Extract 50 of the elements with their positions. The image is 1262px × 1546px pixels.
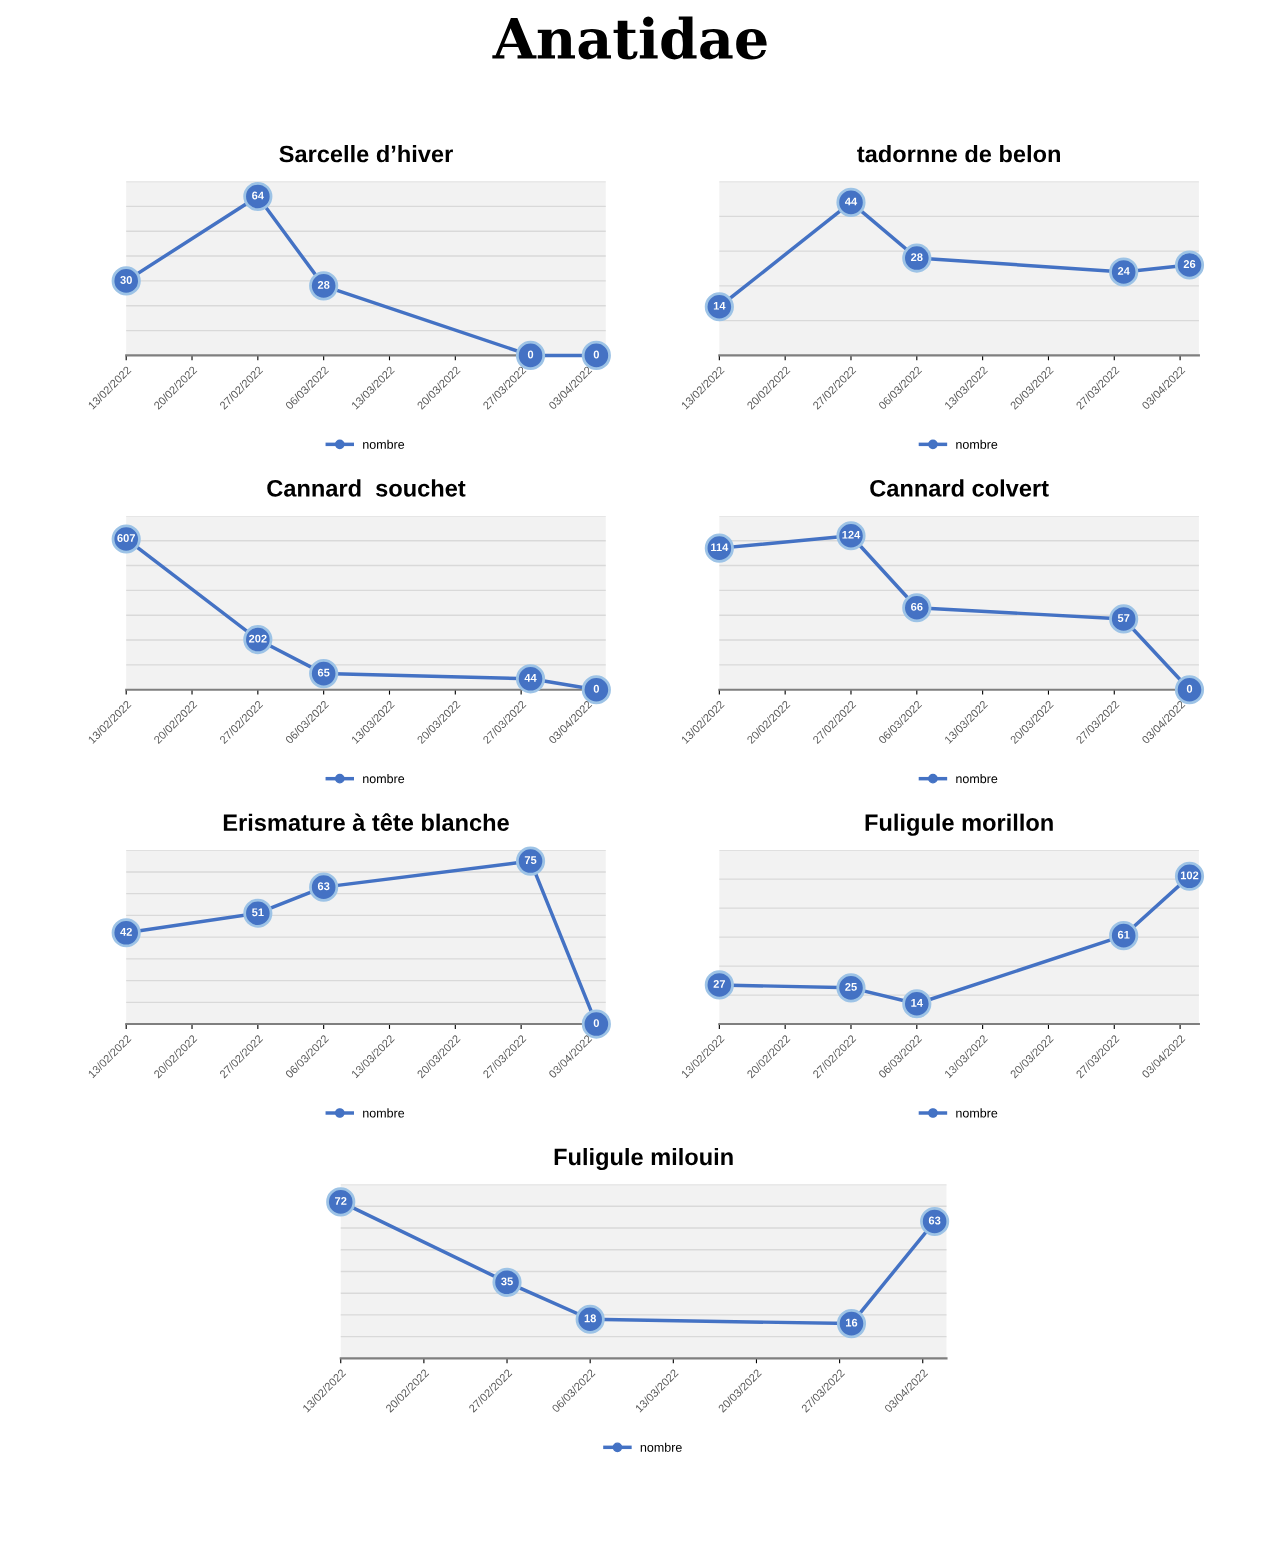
text: Anatidae — [492, 16, 767, 60]
data-label: 0 — [1186, 684, 1193, 693]
data-label: 202 — [248, 634, 267, 643]
data-label: 64 — [252, 191, 264, 200]
legend-label: nombre — [956, 773, 998, 784]
data-label: 26 — [1183, 260, 1196, 268]
data-label: 63 — [928, 1216, 941, 1225]
data-label: 28 — [911, 253, 923, 262]
chart-title: Cannard colvert — [870, 479, 1049, 497]
data-label: 51 — [252, 908, 264, 917]
legend-label: nombre — [956, 1108, 998, 1118]
legend-label: nombre — [956, 439, 998, 449]
data-label: 114 — [711, 543, 729, 552]
data-label: 44 — [524, 674, 537, 682]
legend-label: nombre — [363, 773, 405, 784]
data-label: 57 — [1117, 614, 1130, 622]
data-label: 72 — [335, 1197, 347, 1205]
data-label: 25 — [845, 982, 857, 991]
chart-title: Sarcelle d’hiver — [279, 145, 453, 163]
data-label: 42 — [120, 927, 132, 936]
data-label: 124 — [842, 530, 861, 539]
data-label: 607 — [117, 534, 135, 542]
data-label: 30 — [120, 276, 132, 284]
chart-title: tadornne de belon — [857, 145, 1060, 163]
data-label: 27 — [713, 980, 726, 988]
chart-title: Fuligule milouin — [554, 1147, 733, 1171]
data-label: 66 — [911, 602, 923, 611]
chart-title: Cannard souchet — [267, 479, 466, 497]
data-label: 28 — [317, 280, 330, 289]
chart-title: Fuligule morillon — [865, 813, 1053, 836]
data-label: 102 — [1180, 871, 1199, 880]
data-label: 0 — [593, 684, 599, 693]
data-label: 18 — [584, 1314, 597, 1323]
data-label: 65 — [317, 668, 330, 677]
data-label: 24 — [1117, 267, 1130, 275]
data-label: 0 — [593, 1019, 599, 1028]
data-label: 35 — [501, 1277, 513, 1286]
chart-title: Erismature à tête blanche — [223, 813, 509, 831]
data-label: 61 — [1117, 930, 1130, 939]
legend-label: nombre — [640, 1442, 682, 1452]
data-label: 75 — [524, 856, 537, 865]
legend-label: nombre — [363, 1108, 405, 1118]
data-label: 0 — [527, 350, 534, 359]
data-label: 63 — [317, 882, 330, 891]
data-label: 14 — [713, 301, 726, 310]
legend-label: nombre — [363, 439, 405, 449]
data-label: 0 — [593, 350, 599, 359]
data-label: 44 — [844, 197, 858, 206]
data-label: 16 — [846, 1318, 858, 1327]
data-label: 14 — [911, 999, 923, 1007]
